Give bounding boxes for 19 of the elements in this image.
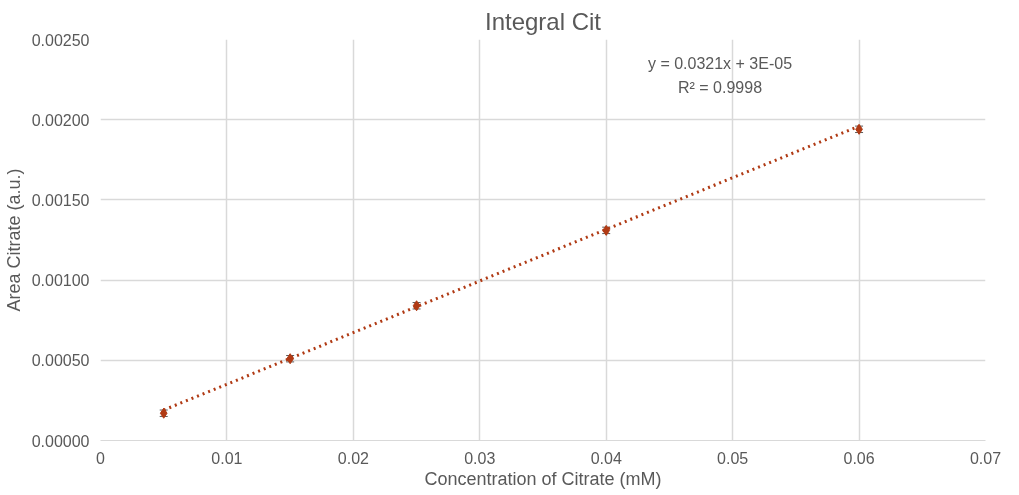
x-tick-label: 0.04	[590, 449, 622, 467]
y-axis-title: Area Citrate (a.u.)	[3, 168, 24, 312]
y-tick-label: 0.00000	[31, 432, 90, 450]
annotation: y = 0.0321x + 3E-05	[647, 54, 793, 72]
x-tick-label: 0	[96, 449, 106, 467]
x-tick-label: 0.06	[843, 449, 875, 467]
chart-title: Integral Cit	[484, 7, 602, 35]
y-tick-label: 0.00200	[31, 111, 90, 129]
x-tick-label: 0.01	[211, 449, 243, 467]
y-tick-label: 0.00100	[31, 272, 90, 290]
x-tick-label: 0.02	[337, 449, 370, 467]
y-tick-label: 0.00150	[31, 191, 90, 209]
annotation: R² = 0.9998	[677, 78, 763, 96]
x-tick-label: 0.05	[717, 449, 749, 467]
x-tick-label: 0.03	[464, 449, 496, 467]
y-tick-label: 0.00250	[31, 31, 90, 49]
x-tick-label: 0.07	[969, 449, 1002, 467]
y-tick-label: 0.00050	[31, 352, 90, 370]
x-axis-title: Concentration of Citrate (mM)	[424, 468, 662, 489]
